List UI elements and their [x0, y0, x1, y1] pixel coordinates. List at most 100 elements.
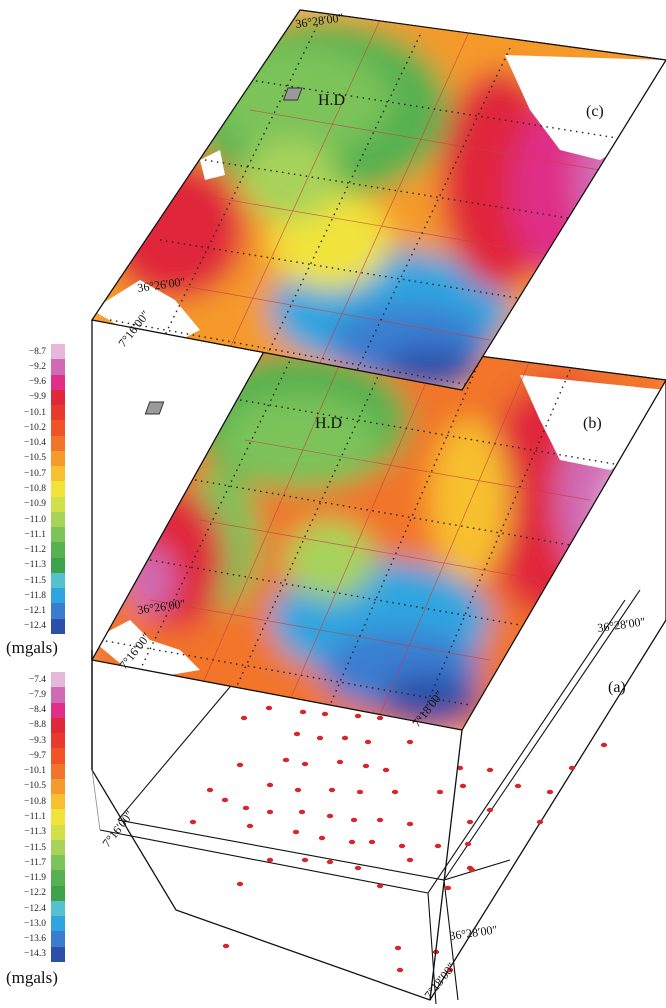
station-point — [368, 839, 376, 845]
colorbar-tick-label: −8.7 — [28, 346, 46, 357]
colorbar-tick-label: −10.1 — [24, 407, 46, 418]
colorbar-swatch — [51, 511, 65, 528]
station-point — [318, 835, 326, 841]
colorbar-swatch — [51, 389, 65, 406]
station-point — [336, 759, 344, 765]
station-point — [436, 789, 444, 795]
lat-label-b: 36°26′00″ — [136, 596, 186, 617]
station-point — [406, 739, 414, 745]
colorbar-swatch — [51, 588, 65, 604]
station-point — [189, 819, 197, 825]
station-point — [282, 757, 290, 763]
colorbar-tick-label: −9.6 — [28, 377, 46, 388]
station-point — [293, 731, 301, 737]
colorbar-swatch — [51, 542, 65, 559]
colorbar-tick-label: −7.9 — [28, 689, 46, 700]
site-marker-c — [282, 87, 303, 101]
station-point — [301, 857, 309, 863]
station-point — [406, 857, 414, 863]
colorbar-swatch — [51, 374, 65, 391]
station-point — [362, 763, 370, 769]
colorbar-swatch — [51, 496, 65, 513]
station-point — [536, 819, 544, 825]
station-point — [236, 762, 244, 768]
station-point — [486, 767, 494, 773]
lon-label-a-east: 7°18′00″ — [421, 960, 458, 1002]
colorbar-tick-label: −7.4 — [28, 674, 46, 685]
panel-b-label: (b) — [583, 415, 602, 432]
station-point — [246, 823, 254, 829]
station-point — [321, 711, 329, 717]
colorbar-swatch — [51, 618, 65, 635]
colorbar-tick-label: −10.2 — [24, 422, 46, 433]
station-point — [396, 967, 404, 973]
station-point — [546, 789, 554, 795]
station-point — [265, 705, 273, 711]
station-point — [298, 809, 306, 815]
colorbar-swatch — [51, 855, 65, 871]
colorbar-swatch — [51, 405, 65, 421]
station-point — [600, 742, 608, 748]
colorbar-swatch — [51, 435, 65, 452]
station-point — [466, 819, 474, 825]
colorbar-tick-label: −11.1 — [24, 529, 46, 540]
station-point — [394, 945, 402, 951]
colorbar-swatch — [51, 420, 65, 437]
colorbar-tick-label: −11.8 — [24, 590, 46, 601]
colorbar-tick-label: −13.6 — [24, 934, 46, 945]
colorbar-tick-label: −11.7 — [24, 857, 46, 868]
colorbar-tick-label: −10.8 — [24, 796, 46, 807]
colorbar-tick-label: −11.9 — [24, 873, 46, 884]
colorbar-swatch — [51, 702, 65, 719]
station-point — [326, 859, 334, 865]
station-point — [348, 839, 356, 845]
colorbar-tick-label: −11.2 — [24, 545, 46, 556]
panel-c-label: (c) — [586, 103, 604, 120]
station-point — [316, 735, 324, 741]
station-point — [376, 715, 384, 721]
station-point — [294, 787, 302, 793]
station-point — [456, 765, 464, 771]
station-point — [328, 787, 336, 793]
colorbar-tick-label: −9.7 — [28, 750, 46, 761]
station-point — [468, 867, 476, 873]
colorbar-swatch — [51, 809, 65, 826]
station-point — [398, 843, 406, 849]
station-point — [240, 715, 248, 721]
station-point — [341, 735, 349, 741]
colorbar-upper-unit: (mgals) — [6, 638, 58, 657]
station-point — [206, 787, 214, 793]
station-point — [376, 817, 384, 823]
colorbar-swatch — [51, 717, 65, 734]
station-point — [242, 805, 250, 811]
colorbar-tick-label: −12.4 — [24, 903, 46, 914]
lat-label-c-north: 36°28′00″ — [294, 10, 344, 31]
colorbar-swatch — [51, 733, 65, 749]
colorbar-swatch — [51, 603, 65, 620]
colorbar-swatch — [51, 900, 65, 917]
colorbar-swatch — [51, 870, 65, 887]
station-point — [514, 783, 522, 789]
colorbar-tick-label: −10.8 — [24, 484, 46, 494]
colorbar-tick-label: −14.3 — [24, 949, 46, 960]
station-point — [292, 829, 300, 835]
colorbar-tick-label: −10.4 — [24, 438, 46, 449]
colorbar-swatch — [51, 916, 65, 932]
colorbar-tick-label: −11.3 — [24, 560, 46, 571]
panel-a-label: (a) — [608, 679, 626, 696]
colorbar-swatch — [51, 839, 65, 856]
colorbar-tick-label: −8.4 — [28, 705, 46, 716]
lat-label-c-south: 36°26′00″ — [136, 274, 186, 295]
station-point — [266, 809, 274, 815]
colorbar-tick-label: −9.2 — [28, 361, 46, 372]
station-point — [350, 817, 358, 823]
station-point — [301, 761, 309, 767]
site-label-b: H.D — [315, 415, 342, 432]
station-point — [364, 739, 372, 745]
station-point — [299, 709, 307, 715]
colorbar-tick-label: −12.2 — [24, 888, 46, 899]
colorbar-swatch — [51, 687, 65, 703]
station-point — [356, 789, 364, 795]
station-point — [391, 789, 399, 795]
station-point — [326, 813, 334, 819]
